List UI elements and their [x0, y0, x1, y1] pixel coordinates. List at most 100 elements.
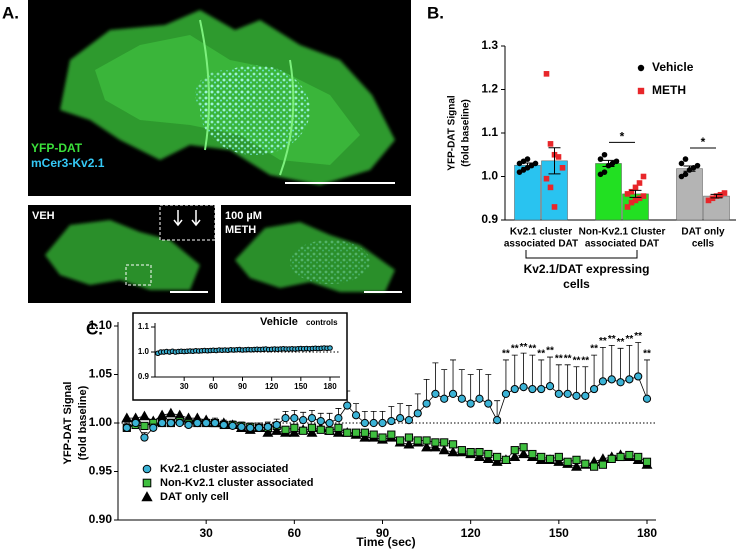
data-point [237, 422, 246, 431]
data-point [636, 180, 643, 186]
y-tick-label: 1.2 [481, 82, 498, 96]
data-point [369, 418, 378, 428]
y-tick-label: 1.05 [89, 367, 113, 381]
panel-label: C. [86, 319, 103, 338]
data-point [625, 450, 634, 460]
x-tick-label: 60 [209, 382, 218, 391]
panel-label: A. [2, 3, 19, 22]
data-point [387, 416, 396, 426]
x-tick-label: 30 [180, 382, 189, 391]
legend-label: Non-Kv2.1 cluster associated [160, 477, 313, 489]
y-tick-label: 0.95 [89, 464, 113, 478]
error-bar [564, 364, 571, 394]
error-bar [538, 359, 545, 390]
error-bar [710, 193, 723, 199]
y-tick-label: 1.3 [481, 38, 498, 52]
error-bar [502, 359, 509, 394]
x-tick-label: associated DAT [504, 239, 578, 250]
error-bar [635, 342, 642, 377]
error-bar [521, 162, 534, 168]
data-point [510, 446, 519, 455]
error-bar [602, 159, 615, 167]
inset-title: controls [306, 318, 338, 327]
error-bar [458, 369, 465, 399]
data-point [634, 372, 643, 381]
data-point [682, 156, 689, 162]
data-point [272, 420, 281, 430]
image-label: mCer3-Kv2.1 [31, 156, 105, 170]
significance-label: ** [555, 353, 563, 364]
y-tick-label: 1.1 [481, 125, 498, 139]
data-point [403, 438, 415, 449]
legend-marker [142, 464, 152, 474]
data-point [165, 407, 177, 418]
significance-label: ** [520, 342, 528, 353]
data-point [175, 418, 184, 428]
data-point [422, 436, 431, 445]
significance-label: ** [511, 344, 519, 355]
x-tick-label: associated DAT [585, 239, 659, 250]
x-axis-label: Time (sec) [356, 535, 415, 549]
data-point [325, 418, 334, 428]
data-point [369, 430, 378, 439]
data-point [510, 384, 519, 394]
data-point [157, 418, 167, 428]
data-point [616, 452, 625, 462]
data-point [636, 195, 643, 202]
data-point [632, 184, 639, 191]
data-point [429, 441, 441, 452]
legend-marker [637, 64, 645, 72]
data-point [263, 422, 272, 431]
data-point [448, 440, 458, 449]
y-axis-label: (fold baseline) [77, 385, 89, 460]
significance-label: ** [608, 334, 616, 345]
y-tick-label: 1.0 [138, 347, 150, 356]
data-point [184, 420, 193, 430]
data-point [413, 409, 422, 418]
data-point [581, 459, 590, 468]
panel-label: B. [427, 3, 444, 22]
x-tick-label: Kv2.1 cluster [510, 227, 572, 238]
data-point [563, 389, 572, 398]
data-point [332, 427, 344, 437]
data-point [438, 444, 450, 455]
data-point [532, 160, 539, 167]
data-point [682, 171, 689, 178]
data-point [493, 452, 502, 462]
data-point [624, 191, 631, 197]
data-point [484, 399, 493, 408]
data-point [396, 414, 405, 423]
data-point [299, 426, 308, 435]
data-point [307, 414, 317, 423]
error-bar [432, 362, 439, 394]
data-point [431, 438, 440, 447]
error-bar [591, 354, 598, 390]
data-point [316, 425, 325, 434]
data-point [519, 383, 528, 392]
data-point [554, 452, 563, 462]
error-bar [608, 345, 615, 380]
data-point [547, 184, 554, 191]
data-point [598, 460, 608, 469]
data-point [343, 401, 352, 410]
data-point [288, 427, 300, 437]
data-point [378, 433, 387, 442]
y-tick-label: 0.9 [481, 212, 498, 226]
data-point [262, 427, 274, 437]
error-bar [599, 346, 606, 382]
data-point [131, 418, 140, 428]
data-point [543, 175, 550, 182]
error-bar [644, 359, 650, 399]
inset-title: Vehicle [260, 316, 298, 328]
data-point [545, 382, 555, 391]
micrograph-main [28, 0, 411, 196]
data-point [299, 415, 308, 425]
error-bar [629, 189, 642, 198]
data-point [524, 156, 531, 162]
data-point [281, 414, 290, 423]
data-point [482, 453, 494, 463]
legend-marker [142, 478, 152, 488]
data-point [351, 411, 361, 420]
data-point [519, 443, 528, 452]
